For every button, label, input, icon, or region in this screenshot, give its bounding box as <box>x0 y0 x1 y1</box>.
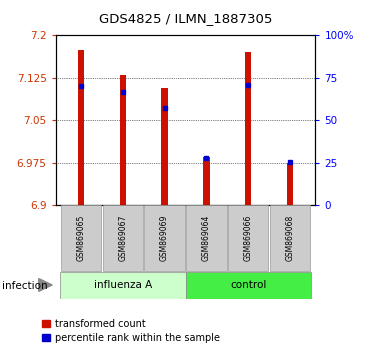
Bar <box>287 163 293 205</box>
Text: GSM869067: GSM869067 <box>118 215 127 261</box>
Bar <box>228 205 269 271</box>
Polygon shape <box>39 279 52 291</box>
Bar <box>161 88 168 205</box>
Bar <box>186 272 311 299</box>
Text: GSM869068: GSM869068 <box>286 215 295 261</box>
Bar <box>61 205 101 271</box>
Bar <box>119 75 126 205</box>
Bar <box>78 50 84 205</box>
Bar <box>144 205 185 271</box>
Bar <box>203 157 210 205</box>
Bar <box>186 205 227 271</box>
Text: GSM869069: GSM869069 <box>160 215 169 261</box>
Bar <box>60 272 186 299</box>
Text: infection: infection <box>2 281 47 291</box>
Bar <box>270 205 310 271</box>
Text: influenza A: influenza A <box>93 280 152 290</box>
Text: GSM869066: GSM869066 <box>244 215 253 261</box>
Text: GSM869065: GSM869065 <box>76 215 85 261</box>
Legend: transformed count, percentile rank within the sample: transformed count, percentile rank withi… <box>42 319 220 343</box>
Text: control: control <box>230 280 266 290</box>
Bar <box>102 205 143 271</box>
Text: GSM869064: GSM869064 <box>202 215 211 261</box>
Bar <box>245 52 252 205</box>
Text: GDS4825 / ILMN_1887305: GDS4825 / ILMN_1887305 <box>99 12 272 25</box>
